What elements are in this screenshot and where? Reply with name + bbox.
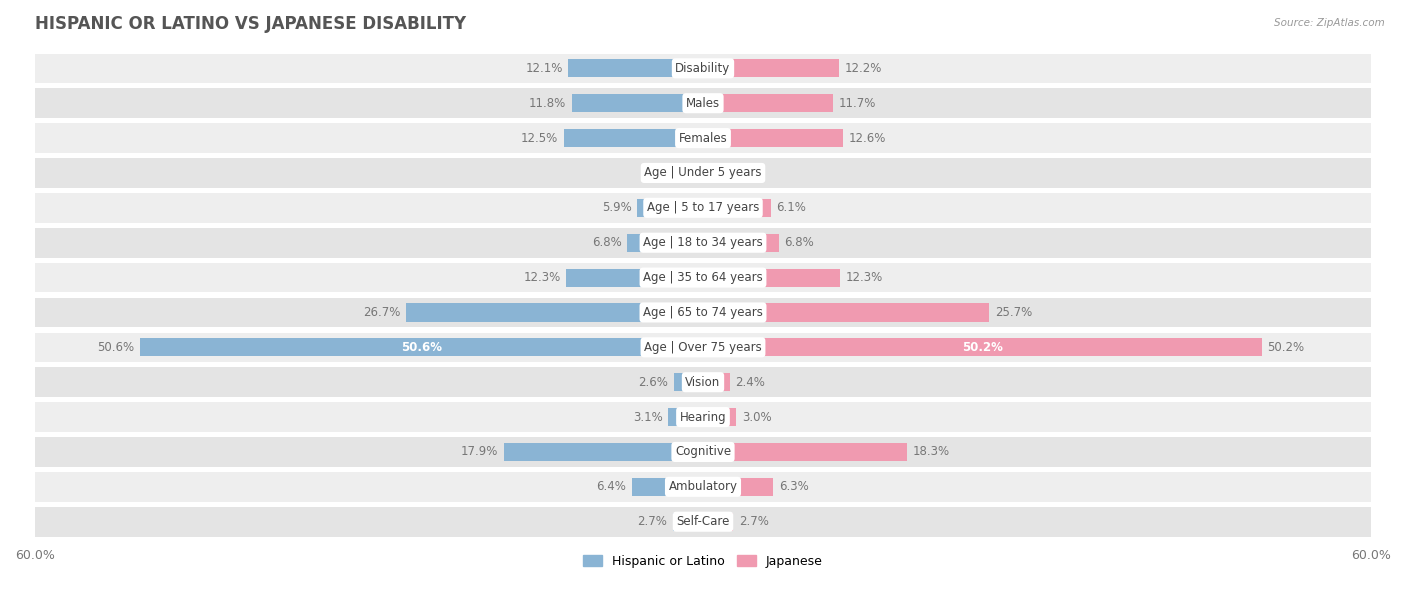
Text: Females: Females bbox=[679, 132, 727, 144]
Bar bbox=[703, 304, 990, 321]
Text: 50.6%: 50.6% bbox=[401, 341, 441, 354]
Text: Males: Males bbox=[686, 97, 720, 110]
Bar bbox=[703, 199, 770, 217]
Text: Source: ZipAtlas.com: Source: ZipAtlas.com bbox=[1274, 18, 1385, 28]
Bar bbox=[668, 408, 703, 426]
Bar bbox=[572, 94, 703, 112]
Text: Cognitive: Cognitive bbox=[675, 446, 731, 458]
Text: 26.7%: 26.7% bbox=[363, 306, 401, 319]
Bar bbox=[35, 263, 1371, 293]
Bar bbox=[35, 123, 1371, 153]
Bar bbox=[35, 367, 1371, 397]
Text: Age | Under 5 years: Age | Under 5 years bbox=[644, 166, 762, 179]
Text: Age | 65 to 74 years: Age | 65 to 74 years bbox=[643, 306, 763, 319]
Bar bbox=[35, 472, 1371, 502]
Bar bbox=[139, 338, 703, 356]
Bar bbox=[35, 437, 1371, 467]
Bar bbox=[703, 513, 733, 531]
Text: 12.6%: 12.6% bbox=[849, 132, 886, 144]
Text: 6.4%: 6.4% bbox=[596, 480, 626, 493]
Bar bbox=[35, 507, 1371, 537]
Bar bbox=[35, 228, 1371, 258]
Text: Age | 5 to 17 years: Age | 5 to 17 years bbox=[647, 201, 759, 214]
Text: Disability: Disability bbox=[675, 62, 731, 75]
Text: 1.2%: 1.2% bbox=[721, 166, 752, 179]
Text: HISPANIC OR LATINO VS JAPANESE DISABILITY: HISPANIC OR LATINO VS JAPANESE DISABILIT… bbox=[35, 15, 465, 33]
Bar bbox=[673, 373, 703, 391]
Text: 12.3%: 12.3% bbox=[523, 271, 561, 284]
Text: 3.1%: 3.1% bbox=[633, 411, 662, 424]
Bar bbox=[503, 443, 703, 461]
Bar bbox=[703, 338, 1263, 356]
Text: Age | 35 to 64 years: Age | 35 to 64 years bbox=[643, 271, 763, 284]
Bar bbox=[703, 94, 834, 112]
Text: 17.9%: 17.9% bbox=[461, 446, 498, 458]
Text: Ambulatory: Ambulatory bbox=[668, 480, 738, 493]
Text: 6.1%: 6.1% bbox=[776, 201, 807, 214]
Text: 2.7%: 2.7% bbox=[738, 515, 769, 528]
Text: 25.7%: 25.7% bbox=[994, 306, 1032, 319]
Text: 12.5%: 12.5% bbox=[522, 132, 558, 144]
Text: Age | 18 to 34 years: Age | 18 to 34 years bbox=[643, 236, 763, 249]
Text: 50.2%: 50.2% bbox=[1268, 341, 1305, 354]
Bar bbox=[35, 297, 1371, 327]
Bar bbox=[627, 234, 703, 252]
Text: 6.3%: 6.3% bbox=[779, 480, 808, 493]
Text: 12.2%: 12.2% bbox=[845, 62, 882, 75]
Bar bbox=[406, 304, 703, 321]
Text: 12.3%: 12.3% bbox=[845, 271, 883, 284]
Bar bbox=[568, 59, 703, 77]
Text: 2.4%: 2.4% bbox=[735, 376, 765, 389]
Bar bbox=[703, 443, 907, 461]
Text: Age | Over 75 years: Age | Over 75 years bbox=[644, 341, 762, 354]
Text: 12.1%: 12.1% bbox=[526, 62, 562, 75]
Bar bbox=[703, 234, 779, 252]
Text: 3.0%: 3.0% bbox=[742, 411, 772, 424]
Text: 5.9%: 5.9% bbox=[602, 201, 631, 214]
Bar bbox=[35, 332, 1371, 362]
Text: 11.7%: 11.7% bbox=[839, 97, 876, 110]
Bar bbox=[703, 408, 737, 426]
Bar bbox=[703, 269, 839, 286]
Bar bbox=[35, 193, 1371, 223]
Text: 6.8%: 6.8% bbox=[785, 236, 814, 249]
Bar bbox=[703, 164, 717, 182]
Bar bbox=[35, 53, 1371, 83]
Text: Hearing: Hearing bbox=[679, 411, 727, 424]
Bar bbox=[703, 373, 730, 391]
Bar bbox=[703, 129, 844, 147]
Text: 50.6%: 50.6% bbox=[97, 341, 134, 354]
Bar bbox=[35, 402, 1371, 432]
Text: Vision: Vision bbox=[685, 376, 721, 389]
Text: Self-Care: Self-Care bbox=[676, 515, 730, 528]
Text: 6.8%: 6.8% bbox=[592, 236, 621, 249]
Bar bbox=[703, 478, 773, 496]
Text: 1.3%: 1.3% bbox=[654, 166, 683, 179]
Bar bbox=[689, 164, 703, 182]
Text: 2.6%: 2.6% bbox=[638, 376, 668, 389]
Bar bbox=[35, 158, 1371, 188]
Text: 11.8%: 11.8% bbox=[529, 97, 567, 110]
Bar bbox=[637, 199, 703, 217]
Text: 18.3%: 18.3% bbox=[912, 446, 949, 458]
Legend: Hispanic or Latino, Japanese: Hispanic or Latino, Japanese bbox=[583, 555, 823, 568]
Bar bbox=[564, 129, 703, 147]
Bar bbox=[703, 59, 839, 77]
Bar bbox=[631, 478, 703, 496]
Text: 2.7%: 2.7% bbox=[637, 515, 668, 528]
Bar bbox=[673, 513, 703, 531]
Text: 50.2%: 50.2% bbox=[962, 341, 1002, 354]
Bar bbox=[567, 269, 703, 286]
Bar bbox=[35, 88, 1371, 118]
